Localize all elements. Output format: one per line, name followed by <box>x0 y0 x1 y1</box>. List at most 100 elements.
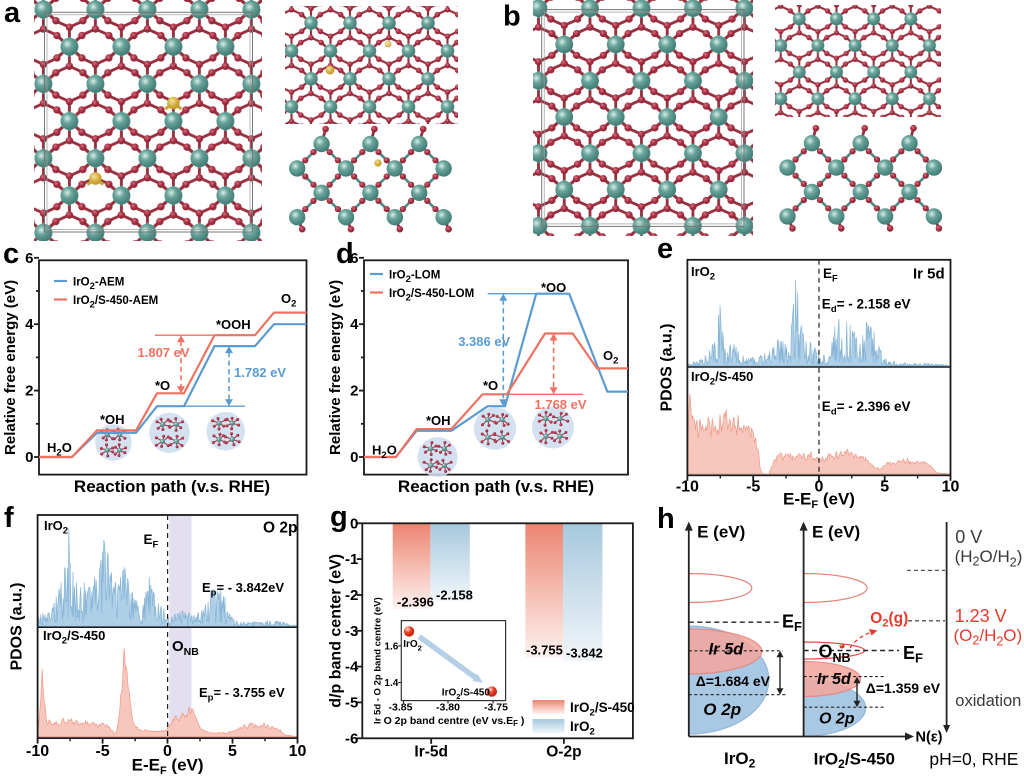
svg-text:Reaction path (v.s. RHE): Reaction path (v.s. RHE) <box>74 477 270 496</box>
svg-text:Ir 5d: Ir 5d <box>709 641 745 659</box>
svg-text:Ir 5d: Ir 5d <box>913 266 945 283</box>
svg-text:6: 6 <box>25 250 33 267</box>
svg-text:*O: *O <box>155 378 170 393</box>
svg-text:IrO2: IrO2 <box>691 264 715 283</box>
svg-text:e: e <box>657 233 673 265</box>
svg-text:IrO2: IrO2 <box>570 719 595 738</box>
svg-text:H2O: H2O <box>372 443 397 462</box>
svg-text:-2.396: -2.396 <box>397 595 434 610</box>
svg-text:*OH: *OH <box>426 413 451 428</box>
svg-text:O2(g): O2(g) <box>870 610 908 630</box>
svg-text:IrO2: IrO2 <box>724 749 756 771</box>
svg-text:*OO: *OO <box>541 280 566 295</box>
svg-text:IrO2: IrO2 <box>44 518 68 537</box>
svg-text:IrO2/S-450: IrO2/S-450 <box>442 688 491 702</box>
svg-text:IrO2-AEM: IrO2-AEM <box>73 277 124 293</box>
svg-text:*OOH: *OOH <box>216 317 251 332</box>
svg-text:0 V: 0 V <box>955 527 982 547</box>
svg-text:-3.755: -3.755 <box>526 643 563 658</box>
svg-text:H2O: H2O <box>47 440 72 459</box>
svg-text:ONB: ONB <box>172 638 199 658</box>
svg-text:*OH: *OH <box>100 412 125 427</box>
svg-text:O 2p: O 2p <box>703 700 741 719</box>
svg-text:c: c <box>3 238 19 270</box>
svg-text:PDOS (a.u.): PDOS (a.u.) <box>9 583 26 671</box>
svg-text:-3.80: -3.80 <box>436 702 460 714</box>
svg-text:IrO2/S-450: IrO2/S-450 <box>570 700 635 719</box>
svg-text:IrO2: IrO2 <box>403 639 422 653</box>
svg-text:-3.85: -3.85 <box>389 702 413 714</box>
svg-text:-3.842: -3.842 <box>566 646 603 661</box>
svg-text:6: 6 <box>350 250 358 267</box>
svg-text:d: d <box>336 238 354 270</box>
svg-text:1.6: 1.6 <box>384 641 398 652</box>
svg-text:IrO2/S-450: IrO2/S-450 <box>43 628 105 647</box>
svg-text:-5: -5 <box>746 478 760 495</box>
svg-text:0: 0 <box>25 449 33 466</box>
svg-text:b: b <box>503 1 521 33</box>
svg-text:(H2O/H2): (H2O/H2) <box>955 547 1023 570</box>
svg-text:5: 5 <box>228 743 237 760</box>
svg-text:IrO2/S-450: IrO2/S-450 <box>691 369 753 388</box>
svg-text:4: 4 <box>25 316 34 333</box>
svg-text:-3: -3 <box>345 623 358 640</box>
svg-text:pH=0, RHE: pH=0, RHE <box>929 749 1018 769</box>
svg-text:-5: -5 <box>345 694 358 711</box>
svg-text:E (eV): E (eV) <box>812 523 860 542</box>
svg-text:1.4: 1.4 <box>384 678 398 689</box>
svg-text:E (eV): E (eV) <box>697 523 745 542</box>
svg-text:(O2/H2O): (O2/H2O) <box>954 626 1023 649</box>
svg-text:10: 10 <box>289 743 307 760</box>
svg-text:IrO2-LOM: IrO2-LOM <box>389 270 440 286</box>
svg-text:h: h <box>657 503 675 535</box>
svg-text:g: g <box>330 501 348 533</box>
svg-text:-5: -5 <box>95 743 109 760</box>
svg-text:Ep= - 3.755 eV: Ep= - 3.755 eV <box>199 685 285 704</box>
svg-text:oxidation: oxidation <box>955 692 1021 710</box>
svg-text:IrO2/S-450-LOM: IrO2/S-450-LOM <box>389 288 474 304</box>
svg-text:0: 0 <box>350 515 358 532</box>
svg-text:1.768 eV: 1.768 eV <box>535 397 587 412</box>
svg-text:O 2p: O 2p <box>263 520 297 537</box>
svg-text:O-2p: O-2p <box>546 743 581 760</box>
svg-text:a: a <box>4 0 21 29</box>
svg-text:-10: -10 <box>676 478 699 495</box>
svg-text:N(ε): N(ε) <box>916 730 943 746</box>
svg-text:-3.75: -3.75 <box>484 702 508 714</box>
svg-text:-4: -4 <box>345 659 359 676</box>
svg-text:IrO2/S-450: IrO2/S-450 <box>814 750 895 772</box>
svg-text:Δ=1.684 eV: Δ=1.684 eV <box>696 673 771 689</box>
svg-text:1.23 V: 1.23 V <box>955 606 1007 626</box>
svg-text:Ed= - 2.158 eV: Ed= - 2.158 eV <box>822 297 911 316</box>
svg-text:Ir 5d - O 2p band centre (eV): Ir 5d - O 2p band centre (eV) <box>373 597 384 724</box>
svg-text:Ir-5d: Ir-5d <box>414 743 448 760</box>
svg-text:10: 10 <box>942 478 960 495</box>
svg-text:0: 0 <box>815 478 824 495</box>
svg-text:2: 2 <box>350 383 358 400</box>
svg-text:O 2p band centre (eV vs.EF ): O 2p band centre (eV vs.EF ) <box>384 715 525 728</box>
svg-text:d/p band center (eV): d/p band center (eV) <box>328 554 345 708</box>
svg-text:1.807 eV: 1.807 eV <box>138 345 190 360</box>
svg-text:-1: -1 <box>345 551 358 568</box>
svg-text:3.386 eV: 3.386 eV <box>458 334 510 349</box>
svg-text:IrO2/S-450-AEM: IrO2/S-450-AEM <box>73 295 158 311</box>
svg-text:2: 2 <box>25 383 33 400</box>
svg-text:PDOS (a.u.): PDOS (a.u.) <box>658 324 675 412</box>
svg-text:0: 0 <box>163 743 172 760</box>
svg-text:ONB: ONB <box>819 642 851 666</box>
svg-text:-2: -2 <box>345 587 358 604</box>
svg-text:E-EF (eV): E-EF (eV) <box>783 489 855 511</box>
svg-text:*O: *O <box>483 378 498 393</box>
svg-text:-2.158: -2.158 <box>436 588 473 603</box>
svg-text:f: f <box>4 502 14 534</box>
svg-text:Ed= - 2.396 eV: Ed= - 2.396 eV <box>822 399 911 418</box>
svg-text:E-EF (eV): E-EF (eV) <box>132 756 204 778</box>
svg-text:Ep= - 3.842eV: Ep= - 3.842eV <box>202 580 284 599</box>
svg-text:Relative free energy (eV): Relative free energy (eV) <box>2 280 19 455</box>
svg-text:Relative free energy (eV): Relative free energy (eV) <box>327 280 344 455</box>
svg-text:Reaction path (v.s. RHE): Reaction path (v.s. RHE) <box>398 477 594 496</box>
svg-text:Ir 5d: Ir 5d <box>817 671 852 688</box>
svg-text:-10: -10 <box>26 743 49 760</box>
svg-text:-6: -6 <box>345 730 358 747</box>
svg-text:0: 0 <box>350 449 358 466</box>
